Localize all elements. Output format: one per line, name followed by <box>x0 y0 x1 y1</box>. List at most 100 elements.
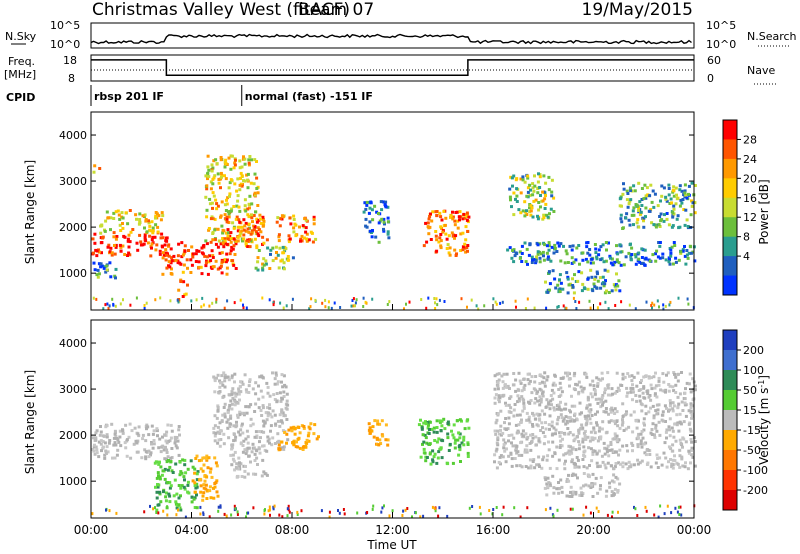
scatter-cell-1-32 <box>165 236 168 240</box>
scatter-cell-3-148 <box>223 376 227 380</box>
scatter-cell-8-425 <box>544 405 548 409</box>
scatter-cell-13-147 <box>574 258 578 262</box>
scatter-cell-4-90 <box>168 265 172 269</box>
scatter-cell-3-178 <box>285 418 289 421</box>
scatter-cell-0-77 <box>113 456 117 460</box>
scatter-cell-9-82 <box>582 472 586 475</box>
scatter-cell-15-63 <box>636 218 640 222</box>
scatter-cell-7-57 <box>256 232 260 236</box>
scatter-cell-8-246 <box>541 394 545 398</box>
scatter-cell-8-688 <box>541 426 544 430</box>
noise-cell-117 <box>91 512 94 516</box>
scatter-cell-8-689 <box>520 465 524 469</box>
noise-cell-122 <box>208 304 211 308</box>
scatter-cell-13-196 <box>599 258 603 262</box>
scatter-cell-8-727 <box>522 406 526 410</box>
scatter-cell-4-54 <box>218 266 222 270</box>
scatter-cell-8-278 <box>515 464 519 468</box>
scatter-cell-14-7 <box>605 289 608 293</box>
scatter-cell-2-18 <box>208 485 212 489</box>
scatter-cell-9-10 <box>299 237 303 241</box>
scatter-cell-0-98 <box>147 433 151 437</box>
scatter-cell-3-39 <box>275 382 279 386</box>
noise-cell-68 <box>479 512 482 516</box>
scatter-cell-1-96 <box>193 484 197 487</box>
scatter-cell-7-66 <box>420 426 424 430</box>
scatter-cell-13-41 <box>538 256 542 260</box>
scatter-cell-3-242 <box>226 410 230 414</box>
scatter-cell-8-35 <box>282 247 286 251</box>
scatter-cell-8-440 <box>573 465 577 469</box>
noise-cell-126 <box>533 306 536 310</box>
scatter-cell-13-165 <box>545 251 549 255</box>
noise-cell-46 <box>145 301 148 305</box>
scatter-cell-3-213 <box>254 381 258 385</box>
scatter-cell-8-82 <box>672 389 676 393</box>
scatter-cell-6-75 <box>247 163 251 167</box>
scatter-cell-8-447 <box>516 400 520 404</box>
scatter-cell-8-476 <box>518 464 522 468</box>
scatter-cell-1-76 <box>161 469 165 473</box>
scatter-cell-12-84 <box>509 175 513 179</box>
scatter-cell-3-44 <box>248 380 252 384</box>
scatter-cell-3-11 <box>93 268 97 272</box>
scatter-cell-14-10 <box>566 275 570 279</box>
scatter-cell-7-32 <box>451 461 455 465</box>
noise-cell-121 <box>234 507 237 511</box>
scatter-cell-8-313 <box>570 451 574 455</box>
scatter-cell-8-50 <box>541 458 545 462</box>
scatter-cell-8-334 <box>653 433 656 437</box>
scatter-cell-13-104 <box>546 257 550 261</box>
scatter-cell-8-147 <box>589 430 593 434</box>
scatter-cell-8-426 <box>557 405 561 409</box>
scatter-cell-8-436 <box>654 384 658 388</box>
scatter-cell-3-9 <box>113 274 117 278</box>
noise-cell-32 <box>339 306 342 309</box>
scatter-cell-0-150 <box>95 448 99 452</box>
scatter-cell-0-97 <box>169 423 173 427</box>
scatter-cell-8-470 <box>542 455 546 459</box>
scatter-cell-1-62 <box>156 471 160 475</box>
scatter-cell-3-174 <box>270 415 274 419</box>
scatter-cell-13-106 <box>685 249 689 252</box>
scatter-cell-8-526 <box>656 466 660 469</box>
scatter-cell-4-24 <box>186 266 189 270</box>
scatter-cell-4-46 <box>181 253 185 257</box>
scatter-cell-3-227 <box>252 446 256 450</box>
scatter-cell-8-660 <box>537 413 541 417</box>
scatter-cell-7-87 <box>451 433 455 437</box>
noise-cell-24 <box>351 299 354 302</box>
scatter-cell-6-126 <box>223 213 227 217</box>
scatter-cell-8-411 <box>517 453 521 457</box>
scatter-cell-8-752 <box>664 456 668 460</box>
scatter-cell-14-53 <box>593 277 597 281</box>
scatter-cell-8-279 <box>668 434 672 438</box>
scatter-cell-7-18 <box>442 417 446 421</box>
scatter-cell-11-88 <box>446 243 450 247</box>
scatter-cell-9-64 <box>544 478 548 482</box>
scatter-cell-4-14 <box>231 453 235 457</box>
scatter-cell-3-206 <box>218 385 222 389</box>
scatter-cell-8-538 <box>559 386 563 390</box>
scatter-cell-8-652 <box>613 407 617 411</box>
scatter-cell-8-736 <box>613 412 617 415</box>
scatter-cell-2-52 <box>203 474 207 478</box>
scatter-cell-3-145 <box>280 410 284 414</box>
scatter-cell-0-62 <box>124 423 128 427</box>
scatter-cell-8-804 <box>585 419 589 423</box>
scatter-cell-9-48 <box>569 490 572 494</box>
scatter-cell-8-658 <box>677 429 681 433</box>
scatter-cell-8-183 <box>656 457 660 460</box>
scatter-cell-3-176 <box>230 376 234 380</box>
scatter-cell-15-50 <box>642 216 646 220</box>
scatter-cell-13-158 <box>671 262 675 266</box>
scatter-cell-13-149 <box>627 251 631 255</box>
scatter-cell-3-134 <box>238 384 242 388</box>
scatter-cell-7-13 <box>222 229 226 233</box>
scatter-cell-8-509 <box>504 385 508 389</box>
scatter-cell-2-53 <box>208 489 212 493</box>
scatter-cell-8-696 <box>499 433 503 437</box>
scatter-cell-15-120 <box>627 218 631 222</box>
scatter-cell-15-98 <box>624 216 628 220</box>
scatter-cell-0-130 <box>166 423 170 427</box>
